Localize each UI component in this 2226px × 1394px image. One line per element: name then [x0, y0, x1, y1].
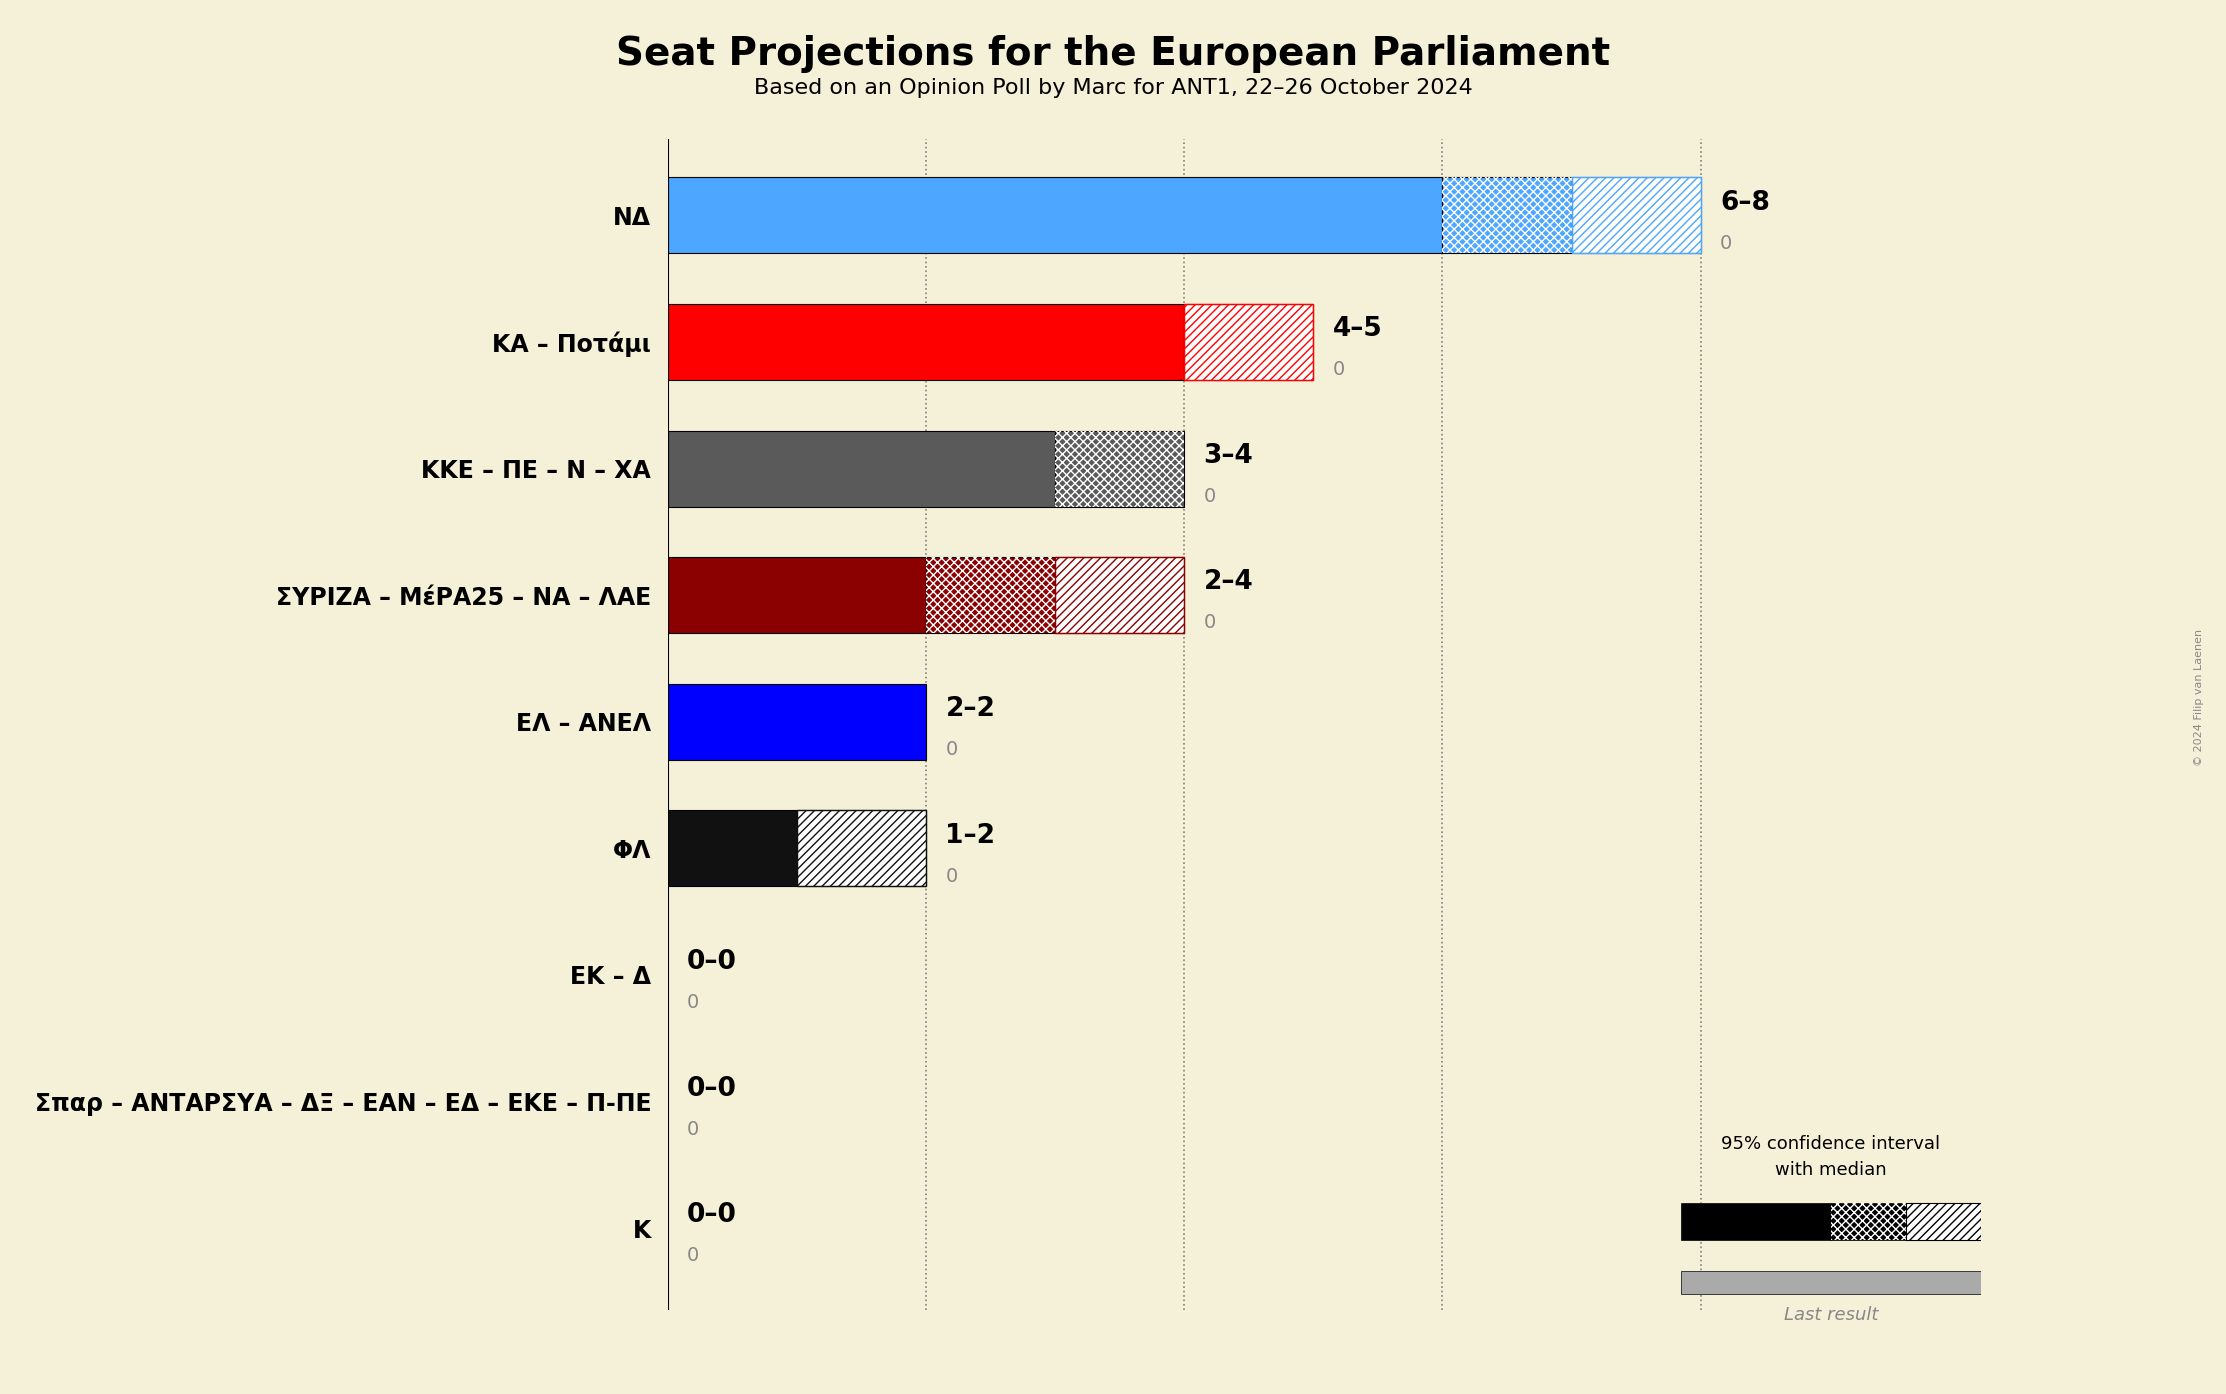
- Text: Based on an Opinion Poll by Marc for ANT1, 22–26 October 2024: Based on an Opinion Poll by Marc for ANT…: [755, 78, 1471, 98]
- Bar: [1572, 177, 1701, 254]
- Text: Last result: Last result: [1783, 1306, 1879, 1324]
- Bar: [926, 558, 1055, 633]
- Text: 0: 0: [688, 1246, 699, 1266]
- Text: © 2024 Filip van Laenen: © 2024 Filip van Laenen: [2195, 629, 2204, 765]
- Bar: [668, 810, 797, 887]
- Bar: [1184, 304, 1313, 381]
- Text: 0–0: 0–0: [688, 949, 737, 976]
- Text: 0–0: 0–0: [688, 1076, 737, 1101]
- Bar: [1055, 431, 1184, 506]
- Bar: [668, 177, 1442, 254]
- Bar: [1442, 177, 1572, 254]
- Text: 0: 0: [688, 994, 699, 1012]
- Text: 3–4: 3–4: [1204, 443, 1253, 468]
- Bar: [1184, 304, 1313, 381]
- Text: 0: 0: [1333, 360, 1345, 379]
- Text: 4–5: 4–5: [1333, 316, 1382, 343]
- Bar: [797, 810, 926, 887]
- Text: with median: with median: [1774, 1161, 1888, 1179]
- Bar: [1832, 1203, 1905, 1239]
- Text: Seat Projections for the European Parliament: Seat Projections for the European Parlia…: [617, 35, 1609, 72]
- Text: 6–8: 6–8: [1721, 190, 1770, 216]
- Bar: [1681, 1203, 1832, 1239]
- Text: 0: 0: [688, 1119, 699, 1139]
- Bar: [1055, 558, 1184, 633]
- Text: 2–2: 2–2: [946, 696, 995, 722]
- Text: 0: 0: [946, 867, 957, 885]
- Bar: [668, 431, 1055, 506]
- Text: 95% confidence interval: 95% confidence interval: [1721, 1135, 1941, 1153]
- Bar: [1681, 1271, 1981, 1294]
- Bar: [1905, 1203, 1981, 1239]
- Text: 0: 0: [1204, 613, 1215, 633]
- Text: 0: 0: [946, 740, 957, 760]
- Bar: [668, 558, 926, 633]
- Bar: [1832, 1203, 1905, 1239]
- Text: 0: 0: [1721, 234, 1732, 252]
- Bar: [926, 558, 1055, 633]
- Bar: [1905, 1203, 1981, 1239]
- Text: 0–0: 0–0: [688, 1203, 737, 1228]
- Text: 2–4: 2–4: [1204, 570, 1253, 595]
- Bar: [668, 304, 1184, 381]
- Bar: [797, 810, 926, 887]
- Bar: [668, 683, 926, 760]
- Bar: [1572, 177, 1701, 254]
- Text: 0: 0: [1204, 487, 1215, 506]
- Bar: [1442, 177, 1572, 254]
- Bar: [1055, 558, 1184, 633]
- Bar: [1055, 431, 1184, 506]
- Text: 1–2: 1–2: [946, 822, 995, 849]
